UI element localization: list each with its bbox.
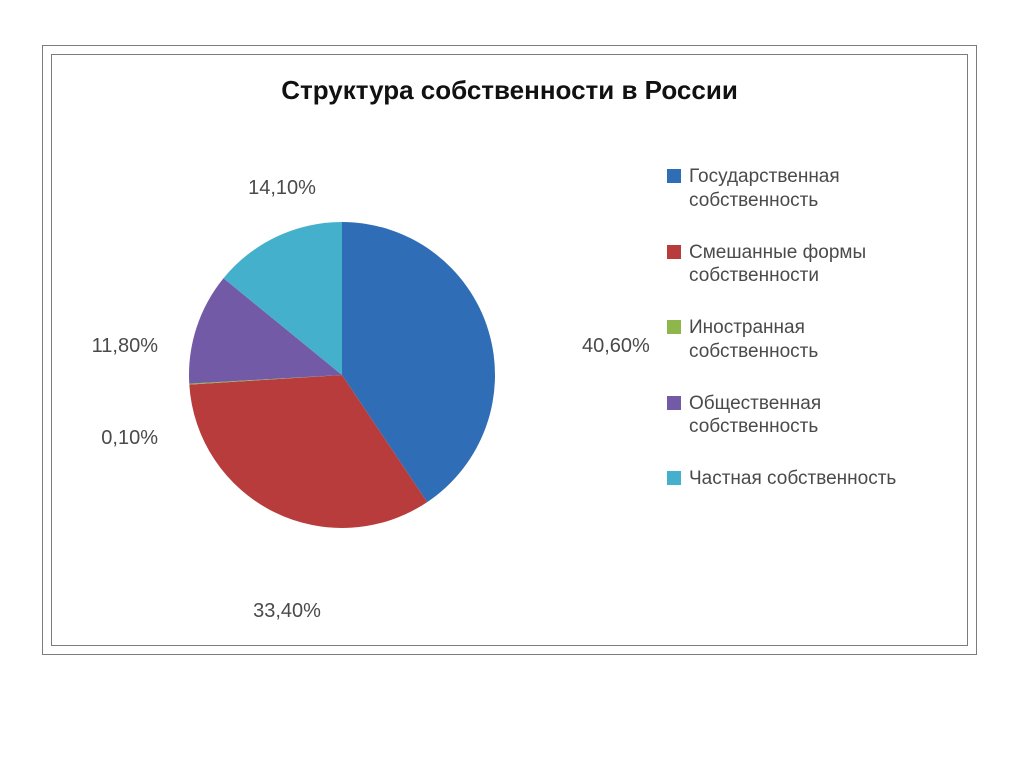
data-label: 33,40% — [253, 600, 321, 623]
legend-swatch — [667, 320, 681, 334]
legend: Государственная собственность Смешанные ф… — [667, 165, 937, 519]
legend-item: Смешанные формы собственности — [667, 241, 937, 289]
legend-item: Иностранная собственность — [667, 316, 937, 364]
legend-item: Частная собственность — [667, 467, 937, 491]
chart-title: Структура собственности в России — [52, 75, 967, 106]
legend-label: Смешанные формы собственности — [689, 241, 937, 289]
legend-swatch — [667, 396, 681, 410]
slide: Структура собственности в России 40,60% 3… — [0, 0, 1024, 767]
data-label: 0,10% — [101, 427, 158, 450]
legend-swatch — [667, 169, 681, 183]
legend-item: Общественная собственность — [667, 392, 937, 440]
chart-outer-frame: Структура собственности в России 40,60% 3… — [42, 45, 977, 655]
pie-chart — [162, 185, 522, 565]
chart-inner-frame: Структура собственности в России 40,60% 3… — [51, 54, 968, 646]
data-label: 14,10% — [248, 177, 316, 200]
legend-label: Иностранная собственность — [689, 316, 937, 364]
data-label: 11,80% — [92, 335, 158, 358]
legend-label: Частная собственность — [689, 467, 896, 491]
legend-swatch — [667, 245, 681, 259]
pie-svg — [162, 185, 522, 565]
legend-item: Государственная собственность — [667, 165, 937, 213]
data-label: 40,60% — [582, 335, 650, 358]
legend-label: Общественная собственность — [689, 392, 937, 440]
legend-label: Государственная собственность — [689, 165, 937, 213]
legend-swatch — [667, 471, 681, 485]
